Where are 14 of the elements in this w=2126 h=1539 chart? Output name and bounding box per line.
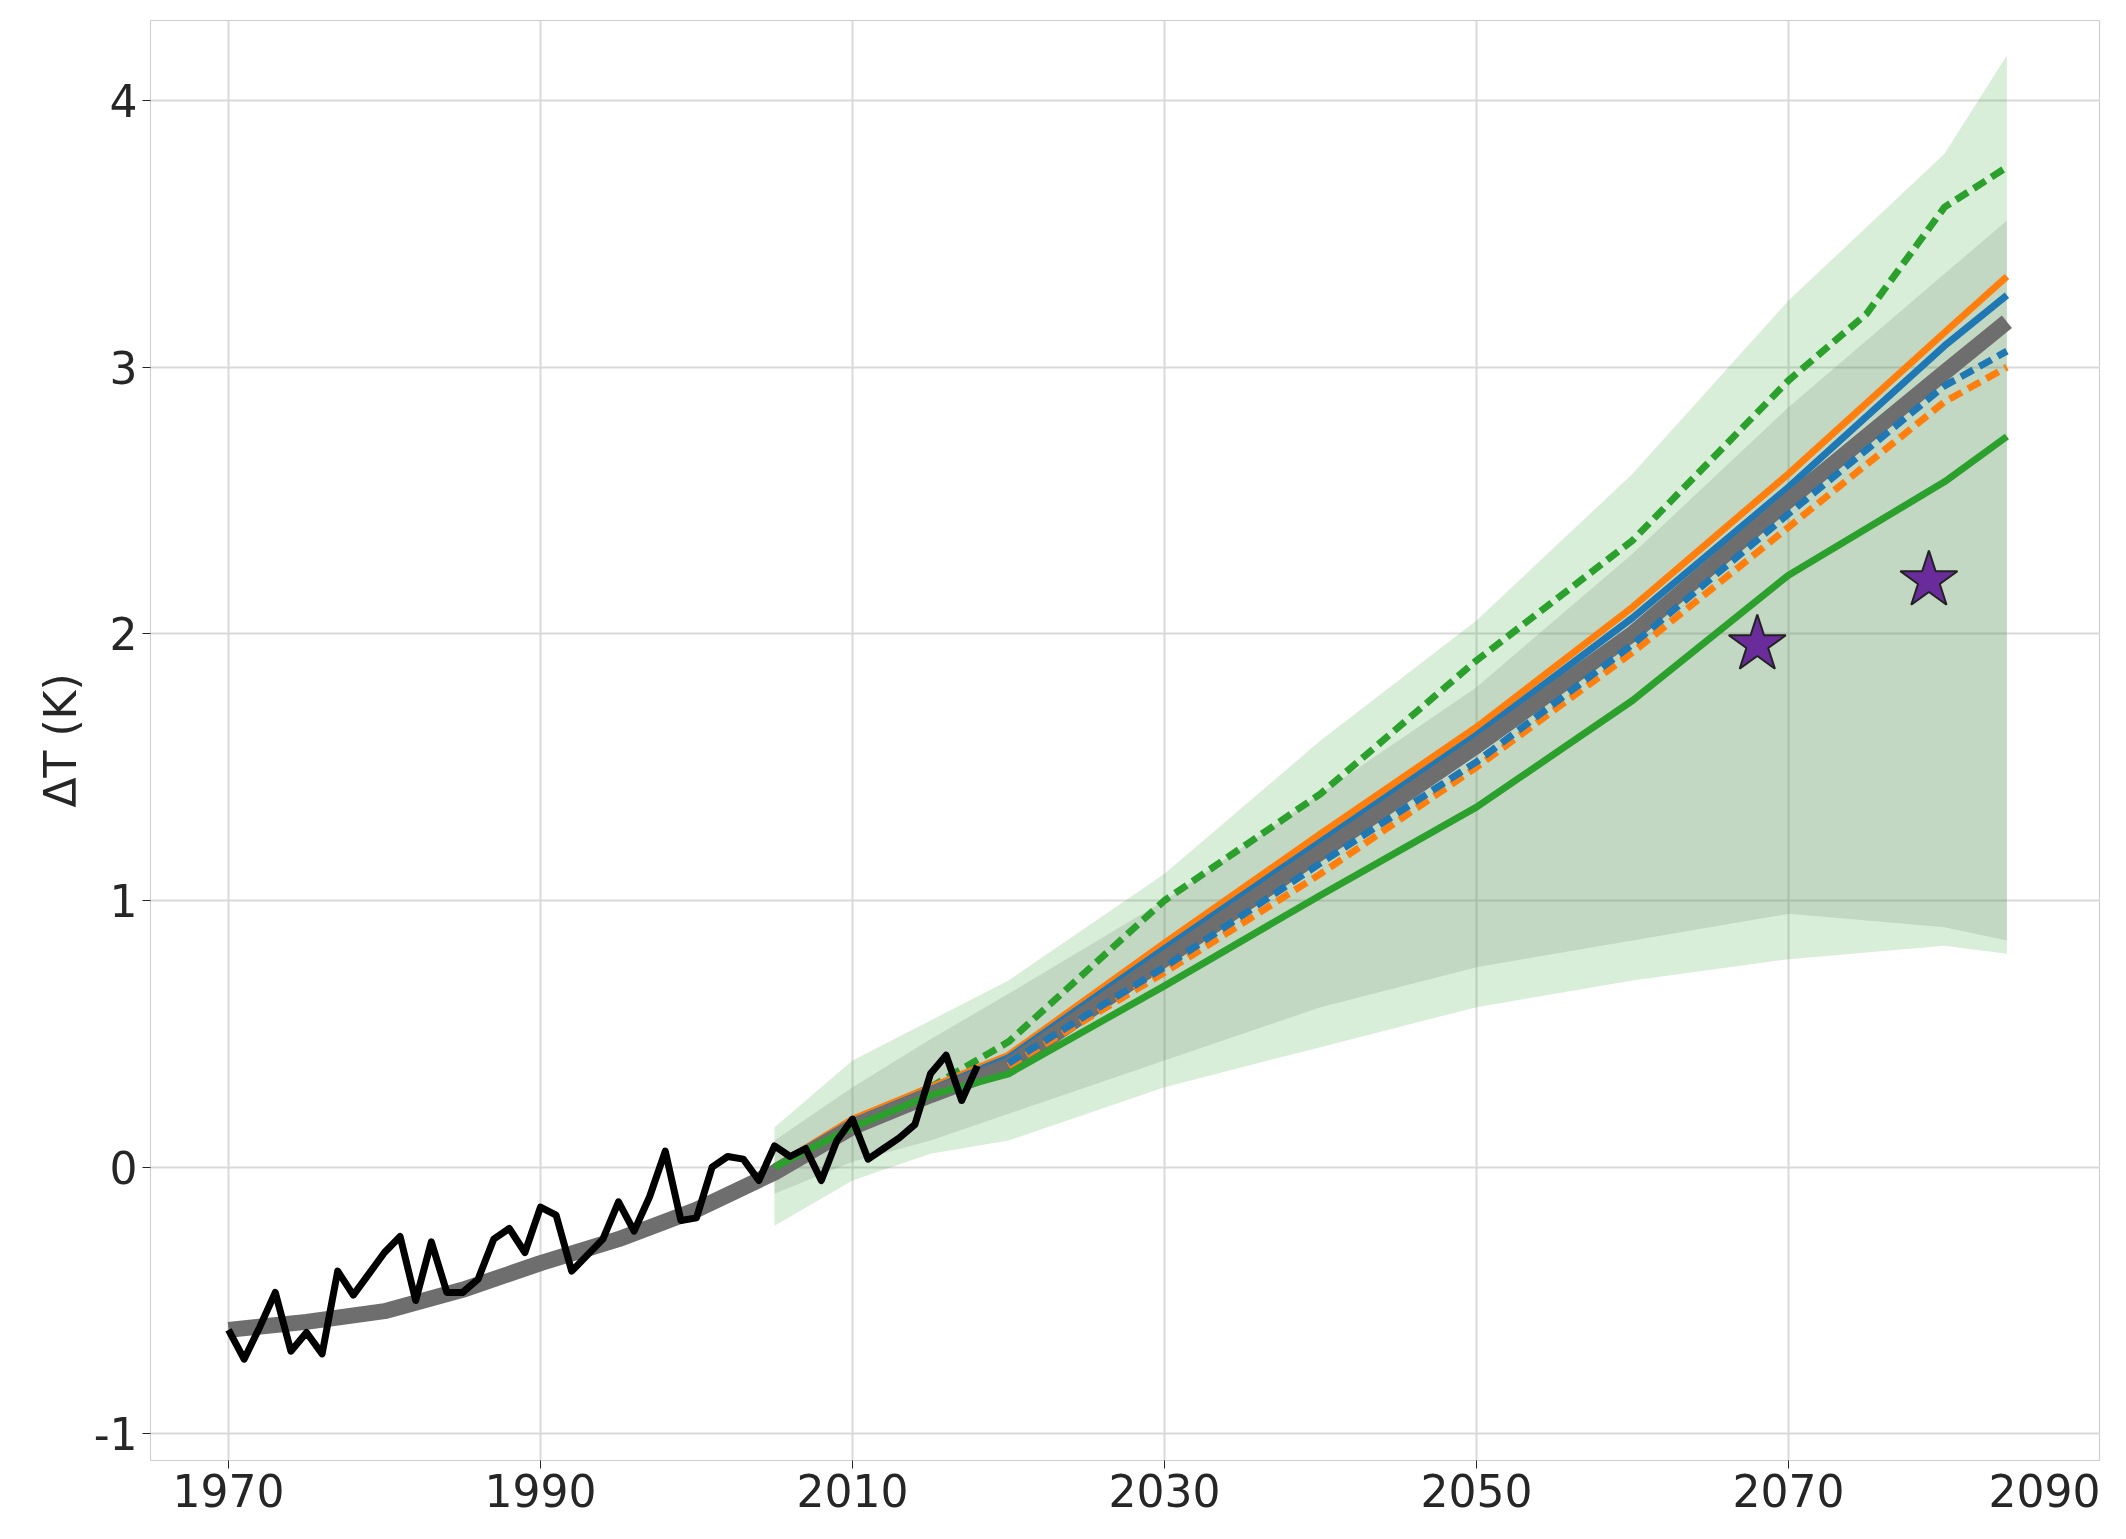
y-tick-label: -1 [93, 1409, 138, 1461]
x-tick-label: 1970 [172, 1465, 285, 1517]
x-tick-label: 2070 [1732, 1465, 1845, 1517]
y-tick-label: 1 [109, 876, 138, 927]
x-tick-label: 2030 [1108, 1465, 1221, 1517]
x-tick-label: 2010 [796, 1465, 909, 1517]
y-tick-label: 4 [109, 76, 138, 127]
x-tick-label: 1990 [484, 1465, 597, 1517]
y-tick-label: 2 [109, 609, 138, 661]
x-tick-label: 2090 [1988, 1465, 2101, 1517]
x-tick-label: 2050 [1420, 1465, 1533, 1517]
y-tick-label: 0 [109, 1142, 138, 1194]
y-axis-title: ΔT (K) [34, 673, 86, 808]
y-tick-label: 3 [109, 342, 138, 394]
